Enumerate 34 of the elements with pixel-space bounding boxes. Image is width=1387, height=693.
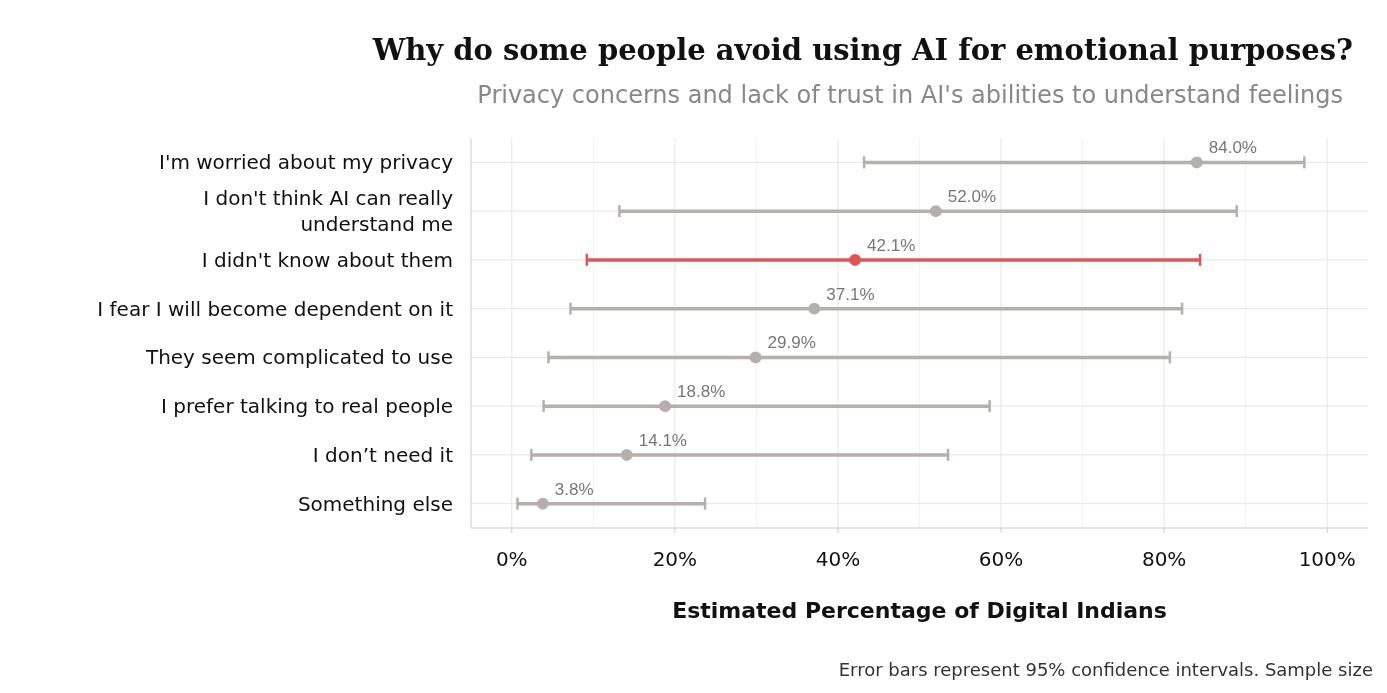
x-tick-label: 20% (652, 547, 698, 571)
data-label: 42.1% (867, 235, 916, 255)
point (536, 497, 549, 510)
point (1190, 156, 1203, 169)
data-label: 37.1% (826, 284, 875, 304)
point (620, 448, 633, 461)
x-tick-label: 60% (978, 547, 1024, 571)
point (849, 253, 862, 266)
x-axis-title: Estimated Percentage of Digital Indians (672, 598, 1167, 623)
y-tick-label: Something else (297, 491, 453, 516)
y-tick-label: I didn't know about them (201, 247, 453, 272)
point (808, 302, 821, 315)
chart-title: Why do some people avoid using AI for emotional purposes? (371, 33, 1353, 67)
data-label: 29.9% (767, 333, 816, 353)
text: Error bars represent 95% confidence intervals. Sample size (838, 659, 1373, 680)
data-label: 18.8% (677, 382, 726, 402)
data-label: 52.0% (947, 187, 997, 207)
point (659, 400, 672, 413)
y-tick-label: I don't think AI can really understand me (203, 186, 454, 237)
x-tick-label: 80% (1141, 547, 1187, 571)
data-label: 14.1% (638, 430, 687, 450)
x-tick-label: 40% (815, 547, 861, 571)
y-tick-label: I fear I will become dependent on it (97, 296, 454, 321)
data-label: 84.0% (1208, 138, 1257, 158)
y-tick-label: I don’t need it (312, 442, 454, 467)
y-tick-label: I'm worried about my privacy (159, 150, 454, 175)
y-tick-label: I prefer talking to real people (161, 394, 453, 419)
data-label: 3.8% (554, 479, 594, 499)
x-tick-label: 100% (1298, 547, 1356, 571)
chart-subtitle: Privacy concerns and lack of trust in AI's abilities to understand feelings (477, 81, 1343, 109)
x-tick-label: 0% (495, 547, 528, 571)
y-tick-label: They seem complicated to use (144, 345, 453, 370)
point (929, 205, 942, 218)
point (749, 351, 762, 364)
